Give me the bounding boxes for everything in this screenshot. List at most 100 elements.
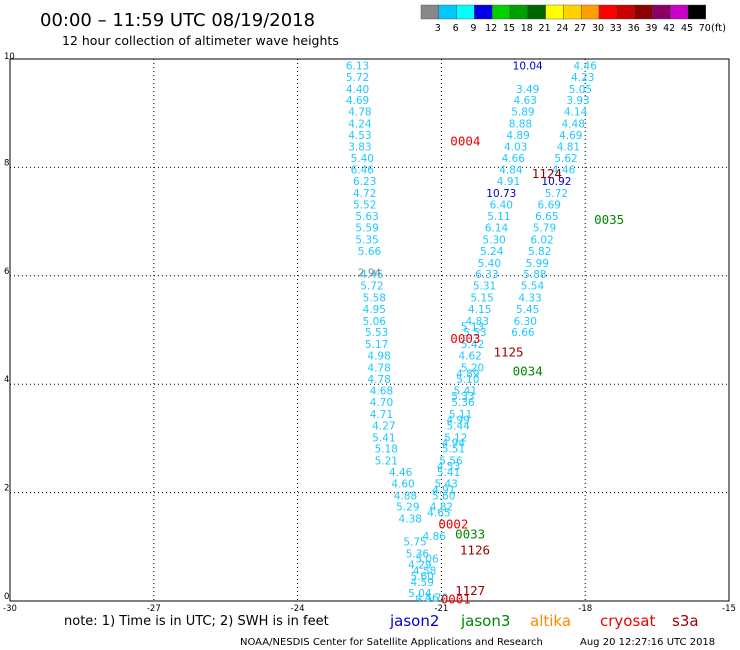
wave-height-value: 4.94: [442, 438, 466, 450]
track-label: 0001: [441, 591, 471, 606]
legend-swatch-label: 6: [453, 23, 459, 34]
wave-height-value: 5.12: [444, 432, 467, 444]
wave-height-value: 4.03: [504, 141, 527, 153]
legend-swatch-label: 36: [628, 23, 640, 34]
wave-height-value: 5.72: [360, 281, 383, 293]
wave-height-value: 5.56: [439, 456, 463, 468]
wave-height-value: 4.53: [348, 130, 371, 142]
wave-height-value: 5.15: [470, 292, 493, 304]
wave-height-value: 5.79: [533, 223, 556, 235]
wave-height-value: 5.33: [451, 391, 474, 403]
wave-height-value: 3.49: [516, 84, 539, 96]
track-label: 0003: [450, 331, 480, 346]
wave-height-value: 4.14: [564, 107, 588, 119]
wave-height-value: 8.88: [509, 118, 532, 130]
wave-height-value: 5.20: [461, 362, 484, 374]
wave-height-value: 5.40: [478, 258, 501, 270]
wave-height-value: 5.21: [375, 456, 398, 468]
wave-height-value: 4.84: [499, 165, 523, 177]
wave-height-value: 5.04: [408, 588, 432, 600]
legend-swatch-label: 27: [574, 23, 586, 34]
wave-height-value: 4.65: [427, 508, 450, 520]
legend-swatch: [670, 4, 689, 20]
wave-height-value: 4.24: [348, 118, 372, 130]
legend-swatch: [687, 4, 706, 20]
wave-height-value: 5.11: [487, 211, 510, 223]
x-tick-label: -24: [291, 604, 305, 614]
mission-label: altika: [530, 612, 571, 630]
legend-swatch: [492, 4, 511, 20]
wave-height-value: 4.99: [446, 414, 469, 426]
track-label: 0004: [450, 133, 480, 148]
wave-height-value: 5.51: [442, 444, 465, 456]
y-tick-label: 10: [4, 52, 15, 62]
legend-swatch: [527, 4, 546, 20]
wave-height-value: 5.99: [526, 258, 549, 270]
track-labels: 0004 0003 0002 0001 1124 1125 1126 1127 0035 0034…: [438, 133, 624, 606]
wave-height-value: 6.66: [511, 327, 535, 339]
wave-height-value: 4.46: [552, 165, 576, 177]
wave-height-value: 6.23: [353, 176, 376, 188]
wave-height-value: 4.62: [458, 350, 481, 362]
wave-height-value: 5.24: [480, 246, 504, 258]
wave-height-value: 5.72: [346, 72, 369, 84]
wave-height-value: 5.66: [358, 246, 382, 258]
track-label: 1124: [532, 166, 562, 181]
footer-credit: NOAA/NESDIS Center for Satellite Applica…: [240, 637, 543, 648]
wave-height-value: 4.91: [432, 484, 455, 496]
wave-height-value: 6.40: [490, 199, 513, 211]
wave-height-value: 5.45: [516, 304, 539, 316]
legend-swatch-label: 18: [521, 23, 533, 34]
footer-note: note: 1) Time is in UTC; 2) SWH is in fe…: [64, 614, 329, 629]
wave-height-value: 3.93: [566, 95, 589, 107]
x-tick-label: -15: [722, 604, 736, 614]
wave-height-value: 4.29: [408, 560, 431, 572]
track-label: 0034: [513, 364, 543, 379]
legend-swatch-label: 30: [592, 23, 604, 34]
chart-title: 00:00 – 11:59 UTC 08/19/2018: [40, 10, 315, 31]
wave-height-value: 4.68: [370, 386, 393, 398]
wave-height-value: 10.92: [541, 176, 571, 188]
legend-swatch-label: 39: [645, 23, 657, 34]
wave-height-value: 5.58: [363, 292, 386, 304]
wave-height-value: 6.46: [351, 165, 375, 177]
wave-height-value: 4.89: [506, 130, 529, 142]
plot-frame: [9, 58, 730, 602]
x-tick-label: -30: [3, 604, 17, 614]
wave-height-value: 4.59: [411, 577, 434, 589]
wave-height-value: 5.18: [375, 444, 398, 456]
wave-height-value: 6.13: [346, 61, 369, 73]
legend-swatch: [438, 4, 457, 20]
wave-height-value: 4.82: [430, 502, 453, 514]
legend-swatch-label: 21: [539, 23, 551, 34]
wave-height-value: 5.40: [351, 153, 374, 165]
wave-height-value: 5.52: [353, 199, 376, 211]
wave-height-value: 4.46: [574, 61, 598, 73]
track-label: 1126: [460, 543, 490, 558]
wave-height-value: 5.44: [446, 420, 470, 432]
y-tick-label: 2: [4, 484, 9, 494]
wave-height-value: 4.48: [562, 118, 585, 130]
wave-height-value: 4.91: [497, 176, 520, 188]
wave-height-value: 5.54: [521, 281, 545, 293]
wave-height-points: 6.135.724.404.694.784.244.533.835.406.46…: [346, 61, 597, 605]
track-label: 0033: [455, 526, 485, 541]
wave-height-value: 4.70: [425, 593, 448, 605]
y-tick-label: 4: [4, 375, 9, 385]
wave-height-value: 5.41: [454, 386, 477, 398]
wave-height-value: 6.65: [535, 211, 558, 223]
wave-height-value: 5.35: [355, 234, 378, 246]
wave-height-value: 5.30: [482, 234, 505, 246]
legend-swatch-label: 3: [435, 23, 441, 34]
wave-height-value: 5.29: [396, 502, 419, 514]
wave-height-value: 5.59: [355, 223, 378, 235]
legend-swatch: [545, 4, 564, 20]
wave-height-value: 4.45: [360, 269, 383, 281]
legend-swatch-label: 42: [663, 23, 675, 34]
legend-swatch: [420, 4, 439, 20]
footer-timestamp: Aug 20 12:27:16 UTC 2018: [580, 637, 715, 648]
wave-height-value: 5.62: [554, 153, 577, 165]
wave-height-value: 4.33: [518, 292, 541, 304]
wave-height-value: 5.41: [372, 432, 395, 444]
